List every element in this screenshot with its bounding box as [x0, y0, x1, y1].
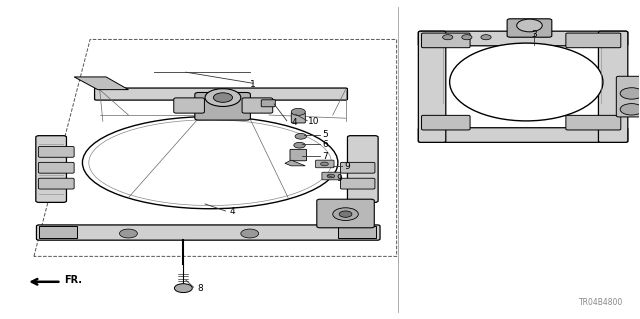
- Text: 10: 10: [308, 117, 319, 126]
- Text: TR04B4800: TR04B4800: [579, 298, 623, 307]
- Circle shape: [481, 35, 491, 40]
- Text: 6: 6: [322, 140, 328, 149]
- Polygon shape: [285, 160, 305, 166]
- FancyBboxPatch shape: [36, 225, 380, 240]
- Text: 1: 1: [250, 80, 256, 89]
- Text: 5: 5: [322, 130, 328, 139]
- FancyBboxPatch shape: [340, 162, 375, 173]
- Circle shape: [339, 211, 352, 217]
- Circle shape: [205, 89, 241, 107]
- FancyBboxPatch shape: [616, 76, 640, 117]
- Circle shape: [620, 88, 640, 99]
- FancyBboxPatch shape: [566, 115, 621, 130]
- Circle shape: [213, 93, 232, 102]
- Text: FR.: FR.: [65, 275, 83, 285]
- Polygon shape: [338, 226, 376, 238]
- Circle shape: [291, 108, 305, 115]
- FancyBboxPatch shape: [38, 162, 74, 173]
- Text: 9: 9: [344, 162, 350, 171]
- Text: 8: 8: [197, 284, 203, 293]
- Circle shape: [462, 35, 472, 40]
- FancyBboxPatch shape: [348, 136, 378, 202]
- FancyBboxPatch shape: [95, 88, 348, 100]
- FancyBboxPatch shape: [419, 31, 628, 46]
- FancyBboxPatch shape: [291, 113, 305, 123]
- FancyBboxPatch shape: [340, 178, 375, 189]
- FancyBboxPatch shape: [290, 149, 307, 161]
- FancyBboxPatch shape: [38, 146, 74, 157]
- Circle shape: [321, 162, 328, 166]
- FancyBboxPatch shape: [507, 19, 552, 37]
- Circle shape: [620, 104, 640, 115]
- FancyBboxPatch shape: [38, 178, 74, 189]
- Text: 4: 4: [229, 207, 235, 216]
- Circle shape: [294, 142, 305, 148]
- FancyBboxPatch shape: [419, 128, 628, 142]
- Text: 3: 3: [531, 30, 537, 39]
- FancyBboxPatch shape: [242, 98, 273, 113]
- FancyBboxPatch shape: [419, 31, 446, 142]
- Ellipse shape: [450, 43, 603, 121]
- FancyBboxPatch shape: [322, 172, 340, 180]
- FancyBboxPatch shape: [261, 100, 275, 107]
- Polygon shape: [39, 226, 77, 238]
- Ellipse shape: [83, 117, 338, 209]
- FancyBboxPatch shape: [422, 33, 470, 48]
- Text: 7: 7: [322, 152, 328, 161]
- FancyBboxPatch shape: [173, 98, 204, 113]
- Circle shape: [174, 284, 192, 293]
- Circle shape: [295, 133, 307, 139]
- FancyBboxPatch shape: [36, 136, 67, 202]
- FancyBboxPatch shape: [422, 115, 470, 130]
- FancyBboxPatch shape: [598, 31, 628, 142]
- Circle shape: [443, 35, 453, 40]
- Text: 4: 4: [291, 117, 297, 127]
- FancyBboxPatch shape: [566, 33, 621, 48]
- Text: 9: 9: [336, 174, 342, 183]
- Circle shape: [333, 208, 358, 220]
- Circle shape: [241, 229, 259, 238]
- FancyBboxPatch shape: [316, 160, 334, 168]
- Polygon shape: [74, 77, 129, 90]
- FancyBboxPatch shape: [195, 93, 250, 120]
- FancyBboxPatch shape: [317, 199, 374, 228]
- Circle shape: [516, 19, 542, 32]
- Circle shape: [120, 229, 138, 238]
- Circle shape: [327, 174, 335, 178]
